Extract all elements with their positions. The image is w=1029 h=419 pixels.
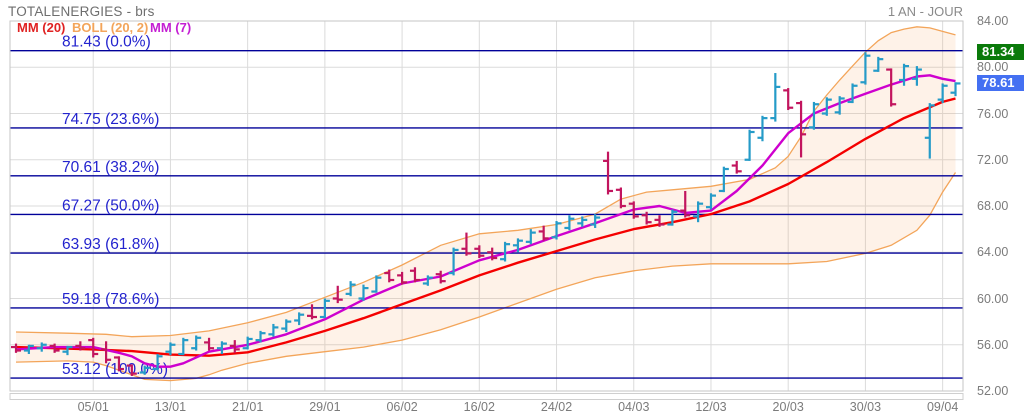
svg-text:59.18 (78.6%): 59.18 (78.6%) xyxy=(62,291,159,308)
price-bars xyxy=(11,52,961,376)
svg-text:70.61 (38.2%): 70.61 (38.2%) xyxy=(62,159,159,176)
mm20-line xyxy=(15,97,956,357)
svg-text:63.93 (61.8%): 63.93 (61.8%) xyxy=(62,236,159,253)
bollinger-lower-line xyxy=(15,172,957,382)
bollinger-band-fill xyxy=(16,26,956,381)
bollinger-upper-line xyxy=(15,26,956,338)
plot-border xyxy=(9,20,964,392)
x-axis-strip xyxy=(9,393,964,400)
svg-text:74.75 (23.6%): 74.75 (23.6%) xyxy=(62,111,159,128)
svg-text:53.12 (100.0%): 53.12 (100.0%) xyxy=(62,361,168,378)
svg-text:67.27 (50.0%): 67.27 (50.0%) xyxy=(62,197,159,214)
svg-text:81.43 (0.0%): 81.43 (0.0%) xyxy=(62,34,151,51)
